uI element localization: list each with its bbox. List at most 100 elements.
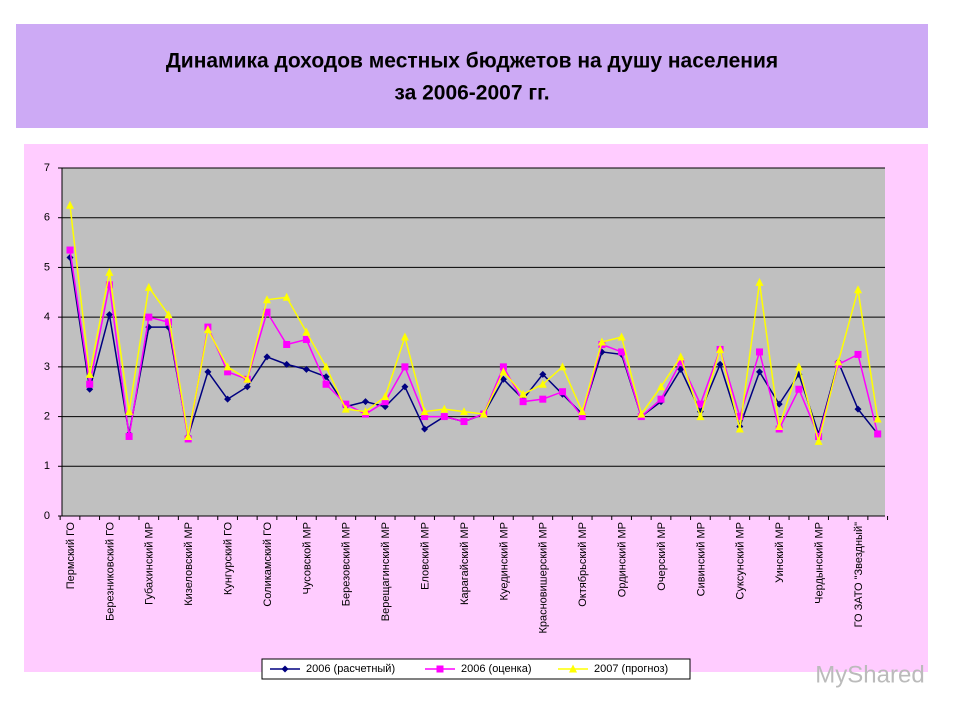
- y-tick-label: 0: [44, 510, 50, 522]
- marker: [105, 267, 114, 276]
- series-line: [69, 205, 879, 442]
- marker: [105, 281, 113, 289]
- y-tick-label: 1: [44, 460, 50, 472]
- marker: [86, 380, 94, 388]
- x-tick-label: Ординский МР: [617, 522, 629, 597]
- x-tick-label: Красновишерский МР: [538, 522, 550, 634]
- marker: [569, 664, 577, 673]
- x-tick-label: Куединский МР: [498, 522, 510, 600]
- marker: [814, 436, 823, 445]
- marker: [519, 389, 528, 398]
- chart-title: Динамика доходов местных бюджетов на душ…: [166, 50, 778, 73]
- marker: [302, 336, 310, 344]
- marker: [362, 398, 369, 406]
- x-tick-label: Кунгурский ГО: [223, 522, 235, 595]
- y-tick-label: 2: [44, 410, 50, 422]
- y-tick-label: 6: [44, 212, 50, 224]
- x-tick-label: Карагайский МР: [459, 522, 471, 605]
- marker: [224, 395, 232, 403]
- marker: [263, 308, 271, 316]
- watermark: MyShared: [815, 661, 924, 688]
- marker: [440, 413, 448, 421]
- marker: [854, 350, 862, 358]
- marker: [735, 424, 744, 433]
- y-tick-label: 3: [44, 361, 50, 373]
- marker: [66, 200, 74, 209]
- marker: [559, 388, 566, 396]
- marker: [164, 310, 173, 319]
- marker: [657, 395, 665, 403]
- marker: [125, 407, 134, 416]
- marker: [578, 413, 586, 421]
- marker: [696, 400, 704, 408]
- marker: [677, 358, 685, 366]
- title-box: [16, 24, 928, 128]
- marker: [105, 311, 113, 319]
- marker: [716, 344, 725, 353]
- marker: [341, 404, 350, 413]
- x-tick-label: Березовский МР: [341, 522, 353, 606]
- marker: [794, 362, 803, 371]
- marker: [302, 327, 311, 336]
- x-tick-label: Очерский МР: [656, 522, 668, 591]
- marker: [165, 318, 172, 326]
- marker: [755, 277, 764, 286]
- marker: [436, 665, 444, 673]
- marker: [756, 348, 763, 356]
- legend: [261, 658, 691, 680]
- marker: [281, 665, 289, 673]
- marker: [283, 360, 291, 368]
- marker: [263, 353, 271, 361]
- marker: [283, 340, 291, 348]
- marker: [854, 405, 862, 413]
- marker: [873, 414, 882, 423]
- marker: [401, 363, 409, 371]
- marker: [716, 360, 724, 368]
- plot-area: [62, 168, 885, 516]
- marker: [263, 295, 271, 304]
- x-tick-label: Пермский ГО: [65, 522, 77, 590]
- x-tick-label: Чердынский МР: [814, 522, 826, 604]
- marker: [519, 398, 527, 406]
- marker: [736, 413, 744, 421]
- marker: [460, 418, 468, 426]
- marker: [361, 407, 370, 416]
- marker: [874, 430, 882, 438]
- legend-label: 2006 (оценка): [461, 663, 532, 675]
- marker: [617, 332, 626, 341]
- marker: [342, 400, 350, 408]
- y-tick-label: 4: [44, 311, 50, 323]
- marker: [696, 412, 705, 421]
- marker: [204, 368, 212, 376]
- marker: [756, 368, 763, 376]
- marker: [775, 422, 784, 431]
- marker: [539, 370, 547, 378]
- marker: [499, 367, 508, 376]
- x-tick-label: Уинский МР: [774, 522, 786, 583]
- x-tick-label: Соликамский ГО: [262, 522, 274, 607]
- y-tick-label: 5: [44, 261, 50, 273]
- marker: [85, 369, 94, 378]
- x-tick-label: Кизеловский МР: [183, 522, 195, 606]
- marker: [282, 292, 291, 301]
- marker: [302, 365, 310, 373]
- marker: [125, 432, 133, 440]
- x-tick-label: Верещагинский МР: [380, 522, 392, 621]
- legend-label: 2007 (прогноз): [594, 663, 668, 675]
- marker: [854, 285, 862, 294]
- marker: [558, 362, 567, 371]
- chart-title: за 2006-2007 гг.: [394, 82, 549, 105]
- x-tick-label: Губахинский МР: [144, 522, 156, 605]
- marker: [203, 325, 212, 334]
- marker: [66, 246, 74, 254]
- marker: [597, 337, 606, 346]
- marker: [578, 407, 587, 416]
- marker: [618, 348, 626, 356]
- x-tick-label: Октябрьский МР: [577, 522, 589, 607]
- marker: [637, 409, 646, 418]
- x-tick-label: Еловский МР: [420, 522, 432, 590]
- marker: [381, 398, 389, 406]
- marker: [479, 409, 488, 418]
- marker: [421, 425, 429, 433]
- marker: [539, 395, 547, 403]
